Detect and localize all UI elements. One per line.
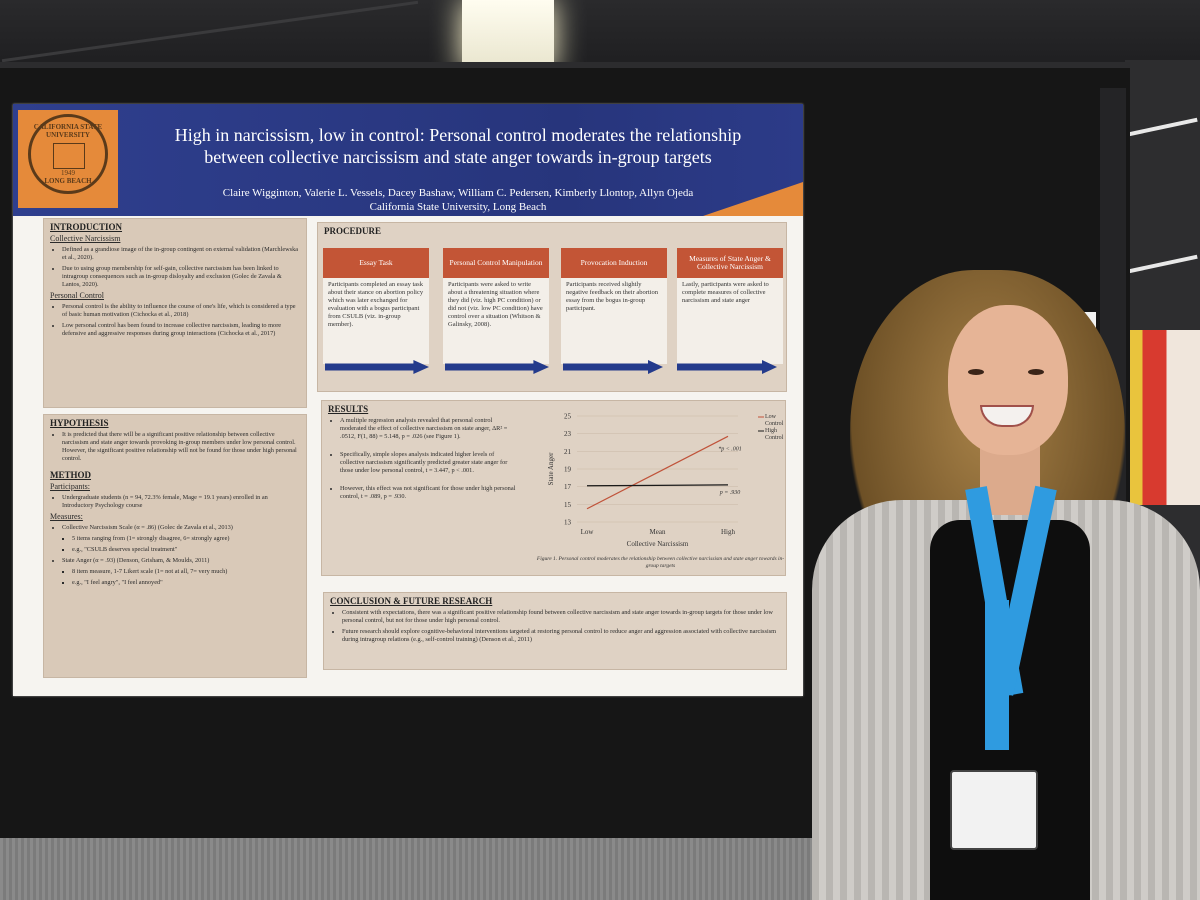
y-tick-label: 17 — [564, 483, 572, 491]
procedure-arrow — [325, 360, 429, 374]
eye-icon — [968, 369, 984, 375]
ceiling-beam — [1, 0, 419, 63]
y-tick-label: 21 — [564, 448, 572, 456]
x-tick-label: Low — [581, 528, 595, 536]
procedure-arrow — [445, 360, 549, 374]
y-tick-label: 15 — [564, 501, 572, 509]
series-line-1 — [586, 484, 729, 487]
y-axis-label: State Anger — [547, 452, 555, 486]
research-poster: CALIFORNIA STATE UNIVERSITY 1949 LONG BE… — [13, 104, 803, 696]
poster-title: High in narcissism, low in control: Pers… — [174, 125, 742, 167]
legend-label: Control — [765, 435, 784, 441]
procedure-arrow — [563, 360, 663, 374]
procedure-step-provocation: Provocation Induction Participants recei… — [561, 248, 667, 388]
name-badge — [950, 770, 1038, 850]
y-tick-label: 23 — [564, 430, 572, 438]
series-annotation: p = .930 — [719, 490, 741, 496]
poster-affiliation: California State University, Long Beach — [369, 201, 547, 213]
y-tick-label: 25 — [564, 413, 572, 421]
procedure-step-measures: Measures of State Anger & Collective Nar… — [677, 248, 783, 388]
introduction-panel: INTRODUCTION Collective Narcissism Defin… — [43, 218, 307, 408]
seal-shield-icon — [53, 143, 85, 169]
poster-authors: Claire Wigginton, Valerie L. Vessels, Da… — [222, 187, 694, 199]
university-seal: CALIFORNIA STATE UNIVERSITY 1949 LONG BE… — [28, 114, 108, 194]
series-line-0 — [586, 435, 729, 510]
hypothesis-method-panel: HYPOTHESIS It is predicted that there wi… — [43, 414, 307, 678]
procedure-arrow — [677, 360, 777, 374]
series-annotation: *p < .001 — [718, 446, 742, 452]
ceiling-light — [462, 0, 554, 72]
x-tick-label: Mean — [650, 528, 666, 536]
poster-header: CALIFORNIA STATE UNIVERSITY 1949 LONG BE… — [13, 104, 803, 216]
results-panel: RESULTS A multiple regression analysis r… — [321, 400, 786, 576]
legend-label: Control — [765, 421, 784, 427]
conclusion-panel: CONCLUSION & FUTURE RESEARCH Consistent … — [323, 592, 787, 670]
x-axis-label: Collective Narcissism — [627, 540, 689, 548]
university-logo: CALIFORNIA STATE UNIVERSITY 1949 LONG BE… — [18, 110, 118, 208]
legend-label: High — [765, 428, 777, 434]
figure-caption: Figure 1. Personal control moderates the… — [536, 556, 785, 569]
y-tick-label: 13 — [564, 519, 572, 527]
procedure-step-control: Personal Control Manipulation Participan… — [443, 248, 549, 388]
legend-label: Low — [765, 414, 777, 420]
lanyard — [985, 600, 1009, 750]
procedure-step-essay: Essay Task Participants completed an ess… — [323, 248, 429, 388]
y-tick-label: 19 — [564, 466, 572, 474]
background-curtains — [1120, 330, 1200, 505]
eye-icon — [1028, 369, 1044, 375]
results-line-chart: 13 15 17 19 21 23 25 Low Mean High Collective Narc… — [547, 413, 784, 549]
presenter-face — [948, 305, 1068, 455]
x-tick-label: High — [721, 528, 736, 536]
